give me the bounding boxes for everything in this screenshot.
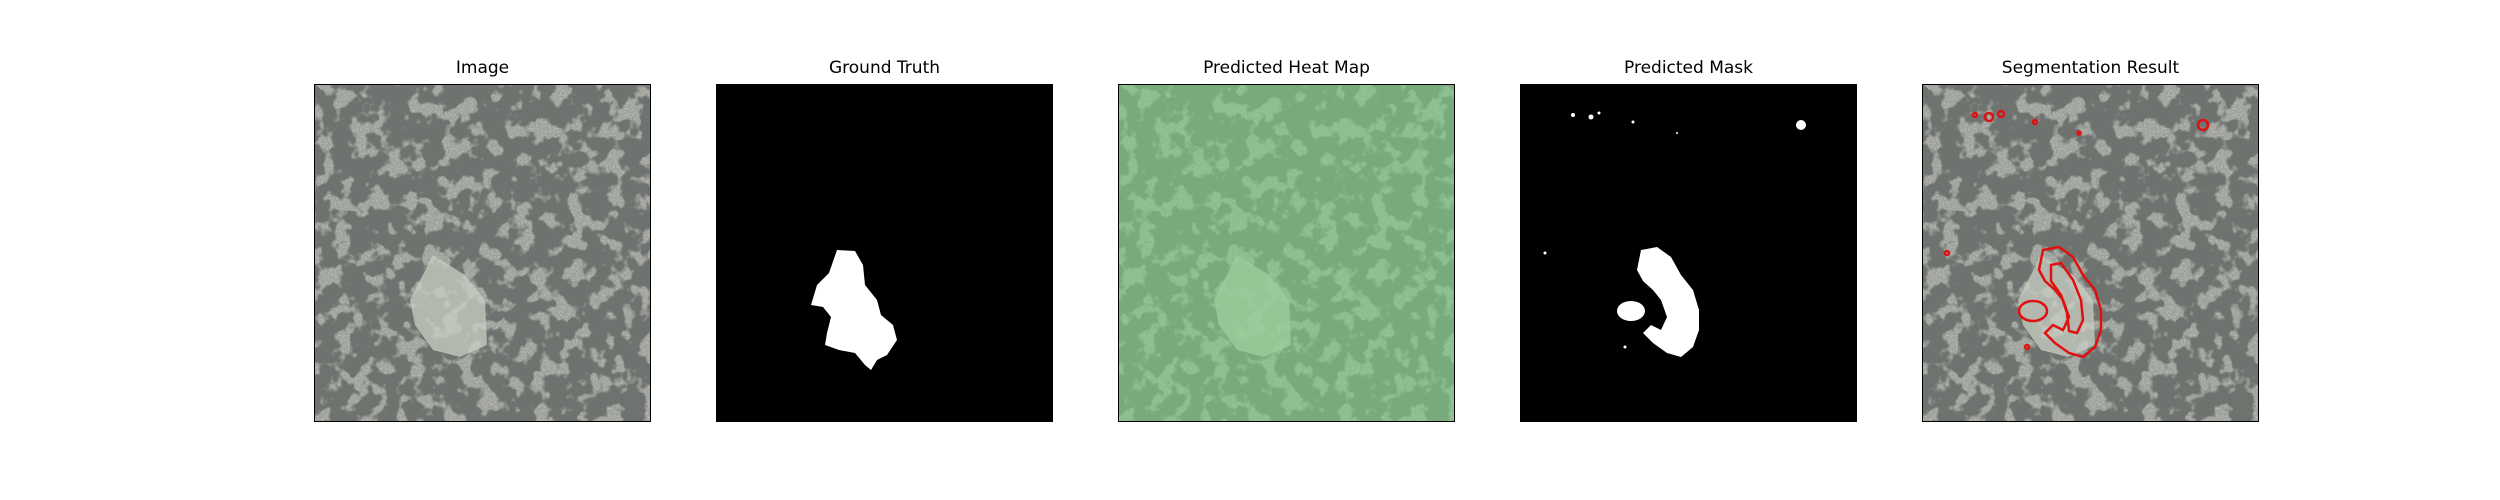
predicted-region bbox=[1617, 301, 1645, 321]
panel-image: Image bbox=[314, 0, 651, 500]
contour-lines bbox=[1943, 109, 2210, 359]
false-positive-blob bbox=[1597, 111, 1601, 115]
heat-map-overlay bbox=[1119, 85, 1454, 421]
image-frame bbox=[314, 84, 651, 422]
panel-predicted-mask: Predicted Mask bbox=[1520, 0, 1857, 500]
false-positive-blob bbox=[1588, 114, 1594, 120]
false-positive-blob bbox=[1623, 345, 1627, 349]
panel-segmentation-result: Segmentation Result bbox=[1922, 0, 2259, 500]
panel-title: Ground Truth bbox=[828, 58, 941, 78]
panel-title: Predicted Mask bbox=[1624, 58, 1753, 78]
predicted-mask-frame bbox=[1520, 84, 1857, 422]
defect-region bbox=[410, 255, 487, 357]
panel-ground-truth: Ground Truth bbox=[716, 0, 1053, 500]
ground-truth-frame bbox=[716, 84, 1053, 422]
false-positive-blob bbox=[1631, 120, 1635, 124]
false-positive-blob bbox=[1796, 120, 1806, 130]
heat-map-frame bbox=[1118, 84, 1455, 422]
panel-title: Predicted Heat Map bbox=[1203, 58, 1370, 78]
segmentation-overlay bbox=[1923, 85, 2258, 421]
heat-map-tint bbox=[1119, 85, 1454, 421]
false-positive-blob bbox=[1571, 113, 1575, 117]
false-positive-blob bbox=[1543, 251, 1547, 255]
panel-heat-map: Predicted Heat Map bbox=[1118, 0, 1455, 500]
segmentation-result-frame bbox=[1922, 84, 2259, 422]
predicted-region bbox=[1637, 247, 1699, 357]
panel-title: Segmentation Result bbox=[2001, 58, 2180, 78]
ground-truth-region bbox=[811, 250, 897, 370]
panel-title: Image bbox=[455, 58, 510, 78]
predicted-mask bbox=[1521, 85, 1856, 421]
ground-truth-mask bbox=[717, 85, 1052, 421]
input-texture-image bbox=[315, 85, 650, 421]
false-positive-blob bbox=[1676, 132, 1678, 134]
